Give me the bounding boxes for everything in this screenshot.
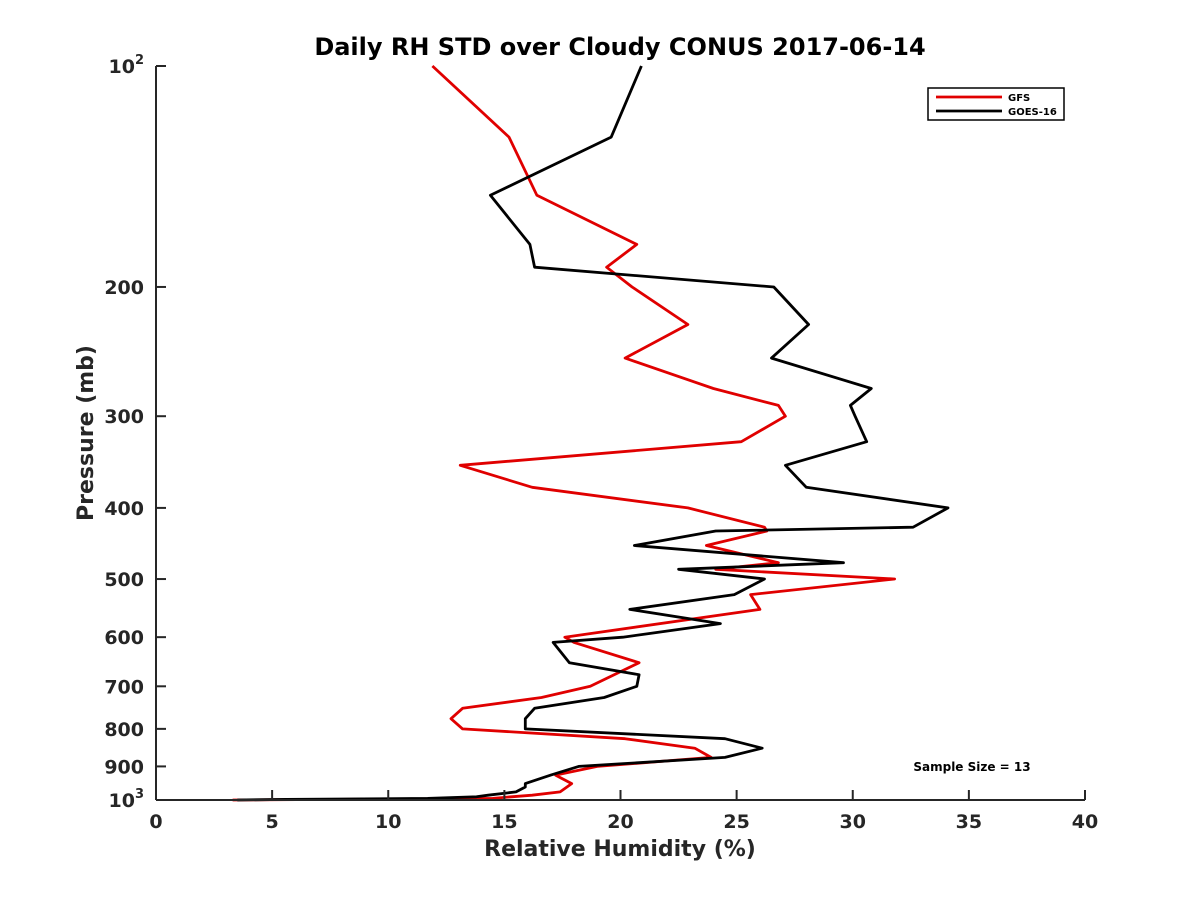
series-layer <box>232 64 950 802</box>
x-tick-label: 35 <box>956 811 982 833</box>
x-tick-label: 40 <box>1072 811 1098 833</box>
y-tick-label: 103 <box>109 787 145 812</box>
y-tick-label: 900 <box>104 756 144 778</box>
x-tick-label: 5 <box>266 811 279 833</box>
legend-label-goes-16: GOES-16 <box>1008 107 1057 118</box>
legend-label-gfs: GFS <box>1008 93 1030 104</box>
x-tick-label: 25 <box>723 811 749 833</box>
y-tick-label: 400 <box>104 498 144 520</box>
y-axis-label: Pressure (mb) <box>74 345 99 521</box>
x-tick-label: 10 <box>375 811 401 833</box>
y-axis: 102 200 300 400 500 600 700 800 900 103 <box>104 53 166 812</box>
chart-title: Daily RH STD over Cloudy CONUS 2017-06-1… <box>314 33 925 61</box>
x-tick-label: 20 <box>607 811 633 833</box>
sample-size-annotation: Sample Size = 13 <box>913 760 1030 774</box>
plot-area <box>156 66 1085 800</box>
y-tick-label: 500 <box>104 569 144 591</box>
y-tick-label: 800 <box>104 719 144 741</box>
legend-box <box>927 87 1065 121</box>
y-tick-label: 600 <box>104 627 144 649</box>
x-tick-label: 30 <box>840 811 866 833</box>
x-axis-label: Relative Humidity (%) <box>484 837 756 862</box>
series-line-goes-16 <box>237 65 950 802</box>
legend: GFS GOES-16 <box>927 87 1065 121</box>
x-tick-label: 0 <box>149 811 162 833</box>
y-tick-label: 300 <box>104 406 144 428</box>
plot-background <box>156 66 1085 800</box>
x-axis: 0 5 10 15 20 25 30 35 40 <box>149 790 1098 833</box>
y-tick-label: 200 <box>104 277 144 299</box>
y-tick-label: 700 <box>104 676 144 698</box>
y-tick-label: 102 <box>109 53 145 78</box>
x-tick-label: 15 <box>491 811 517 833</box>
